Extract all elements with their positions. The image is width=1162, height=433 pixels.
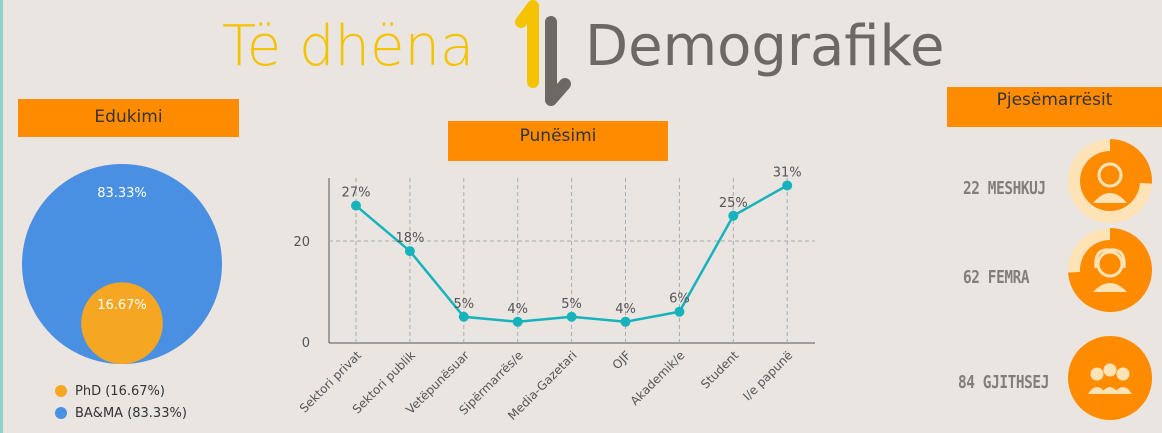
education-legend: PhD (16.67%) BA&MA (83.33%) [55, 380, 187, 424]
data-label: 4% [615, 302, 636, 317]
y-tick-label: 20 [293, 235, 310, 250]
pie-slice-bama [22, 164, 222, 364]
data-label: 18% [395, 231, 424, 246]
education-header-label: Edukimi [94, 107, 163, 127]
title-part-1: Të dhëna [222, 14, 475, 79]
employment-header: Punësimi [448, 121, 668, 161]
participant-ring [1068, 336, 1152, 420]
participants-header-label: Pjesëmarrësit [996, 90, 1113, 110]
data-label: 5% [453, 297, 474, 312]
data-label: 5% [561, 297, 582, 312]
ring-inner [1080, 240, 1140, 300]
employment-header-label: Punësimi [519, 126, 597, 146]
data-point [404, 246, 415, 257]
ring-inner [1080, 151, 1140, 211]
participant-ring [1068, 228, 1153, 312]
group-avatar-icon [1088, 363, 1132, 394]
education-chart: 83.33% 16.67% [22, 164, 222, 364]
legend-label-bama: BA&MA (83.33%) [75, 405, 187, 421]
pie-slice-phd [81, 282, 163, 364]
data-point [728, 210, 739, 221]
data-point [512, 316, 523, 327]
female-avatar-icon [1093, 248, 1127, 292]
pie-label-bama: 83.33% [97, 186, 147, 201]
data-label: 31% [773, 165, 802, 180]
legend-swatch-phd [55, 385, 67, 397]
data-point [566, 311, 577, 322]
ring-inner [1080, 348, 1140, 408]
left-accent-rule [0, 0, 3, 433]
data-label: 27% [342, 186, 371, 201]
data-label: 6% [669, 292, 690, 307]
stat-total: 84 GJITHSEJ [958, 372, 1049, 393]
male-avatar-icon [1093, 162, 1127, 203]
stat-males: 22 MESHKUJ [963, 178, 1046, 199]
data-point [458, 311, 469, 322]
title-part-2: Demografike [585, 14, 945, 79]
pie-label-phd: 16.67% [97, 298, 147, 313]
participants-header: Pjesëmarrësit [947, 87, 1162, 127]
data-point [351, 200, 361, 211]
updown-arrows-icon [515, 0, 571, 106]
legend-swatch-bama [55, 407, 67, 419]
participant-ring [1068, 139, 1152, 223]
legend-item-bama: BA&MA (83.33%) [55, 402, 187, 424]
education-header: Edukimi [18, 99, 239, 137]
data-point [674, 306, 685, 317]
legend-label-phd: PhD (16.67%) [75, 383, 165, 399]
data-point [782, 180, 793, 191]
legend-item-phd: PhD (16.67%) [55, 380, 187, 402]
data-label: 4% [507, 302, 528, 317]
y-tick-label: 0 [302, 336, 310, 351]
stat-females: 62 FEMRA [963, 267, 1030, 288]
data-point [620, 316, 631, 327]
data-label: 25% [719, 196, 748, 211]
